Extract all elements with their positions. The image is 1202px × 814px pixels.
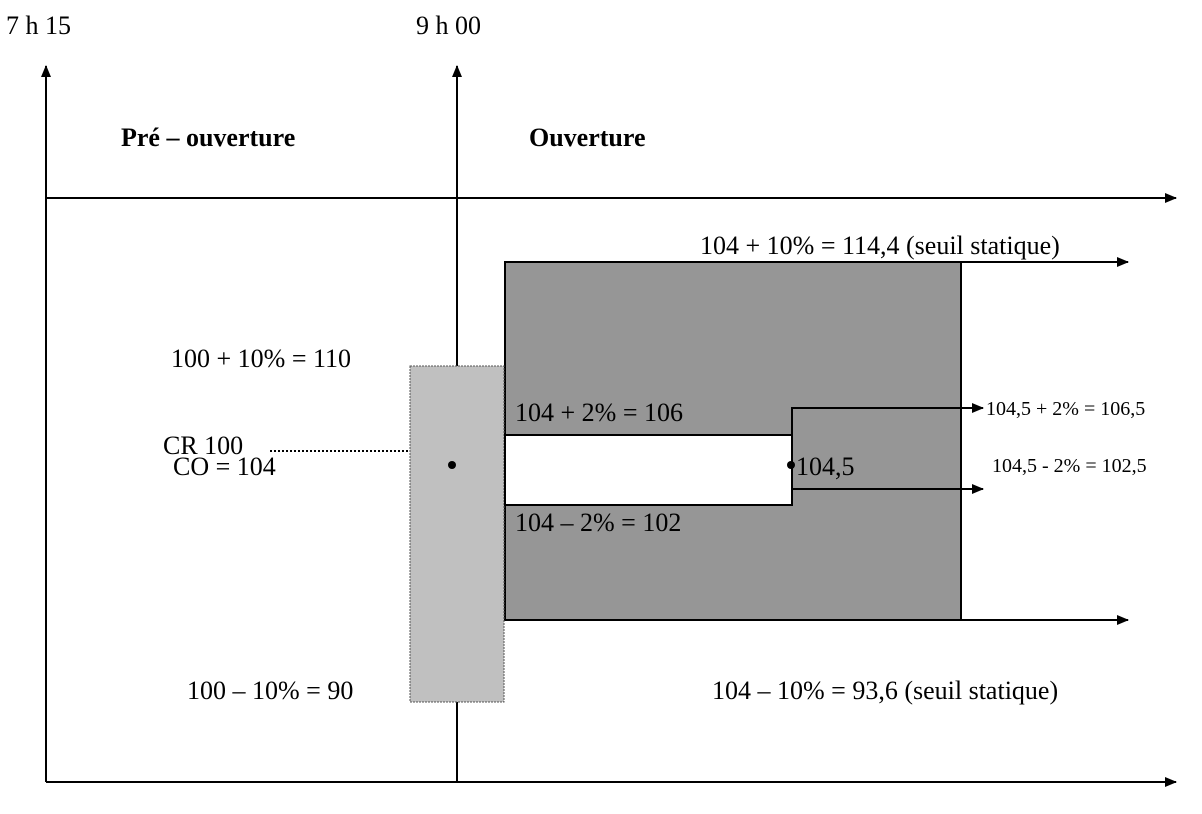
cr-label: CR 100 bbox=[163, 431, 243, 460]
static-threshold-lines bbox=[961, 257, 1129, 625]
trade-point bbox=[787, 461, 795, 469]
dynamic-upper-new-label: 104,5 + 2% = 106,5 bbox=[986, 398, 1145, 420]
lower-reference-label: 100 – 10% = 90 bbox=[187, 676, 353, 705]
dynamic-threshold-lines bbox=[791, 403, 984, 494]
dynamic-threshold-band bbox=[504, 434, 793, 506]
co-label: CO = 104 bbox=[173, 452, 276, 481]
co-point bbox=[448, 461, 456, 469]
trade-price-label: 104,5 bbox=[796, 452, 855, 481]
dynamic-lower-new-label: 104,5 - 2% = 102,5 bbox=[992, 455, 1147, 477]
dynamic-lower-arrow bbox=[791, 480, 984, 494]
pre-opening-label: Pré – ouverture bbox=[121, 123, 295, 152]
opening-label: Ouverture bbox=[529, 123, 646, 152]
upper-reference-label: 100 + 10% = 110 bbox=[171, 344, 351, 373]
pre-opening-band bbox=[409, 365, 505, 703]
static-upper-label: 104 + 10% = 114,4 (seuil statique) bbox=[700, 231, 1060, 260]
dynamic-upper-initial-label: 104 + 2% = 106 bbox=[515, 398, 683, 427]
open-time-label: 9 h 00 bbox=[416, 11, 481, 40]
dynamic-upper-arrow bbox=[791, 403, 984, 435]
dynamic-lower-initial-label: 104 – 2% = 102 bbox=[515, 508, 681, 537]
static-lower-label: 104 – 10% = 93,6 (seuil statique) bbox=[712, 676, 1058, 705]
start-time-label: 7 h 15 bbox=[6, 11, 71, 40]
